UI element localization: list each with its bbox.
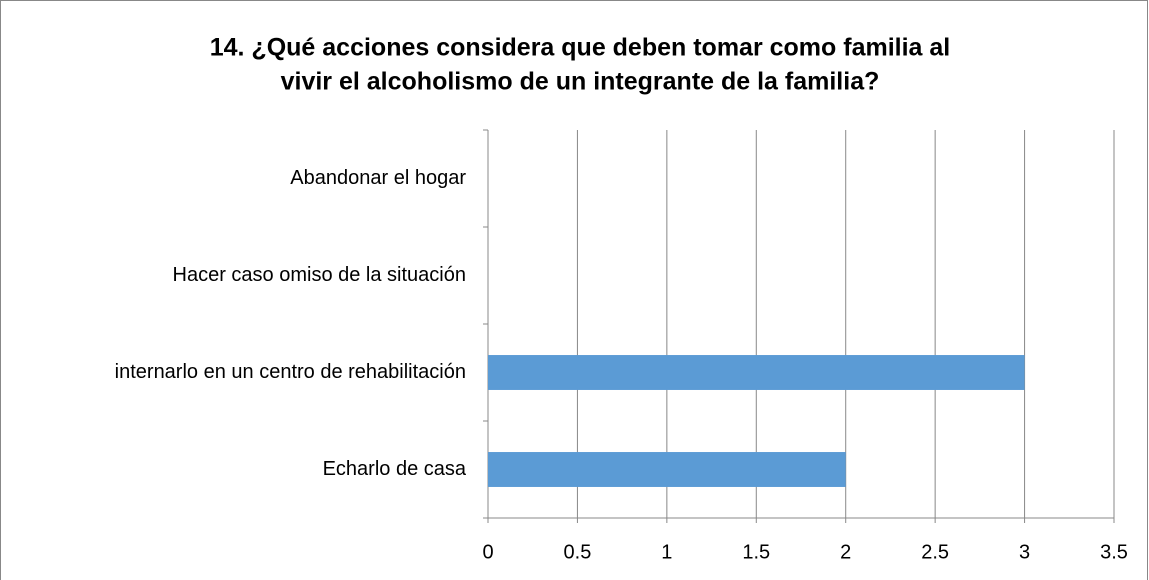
chart-title: 14. ¿Qué acciones considera que deben to… — [210, 34, 951, 62]
y-tick-label: internarlo en un centro de rehabilitació… — [115, 361, 466, 383]
bar — [488, 355, 1025, 390]
x-tick-label: 3 — [1019, 541, 1030, 563]
x-tick-label: 0 — [482, 541, 493, 563]
x-tick-label: 0.5 — [564, 541, 592, 563]
x-tick-label: 2 — [840, 541, 851, 563]
y-tick-label: Hacer caso omiso de la situación — [173, 264, 466, 286]
y-tick-label: Abandonar el hogar — [290, 167, 466, 189]
x-tick-label: 2.5 — [921, 541, 949, 563]
chart-title: vivir el alcoholismo de un integrante de… — [281, 68, 880, 96]
x-tick-label: 1 — [661, 541, 672, 563]
x-tick-label: 3.5 — [1100, 541, 1128, 563]
y-tick-label: Echarlo de casa — [323, 458, 467, 480]
x-tick-label: 1.5 — [742, 541, 770, 563]
bar — [488, 452, 846, 487]
